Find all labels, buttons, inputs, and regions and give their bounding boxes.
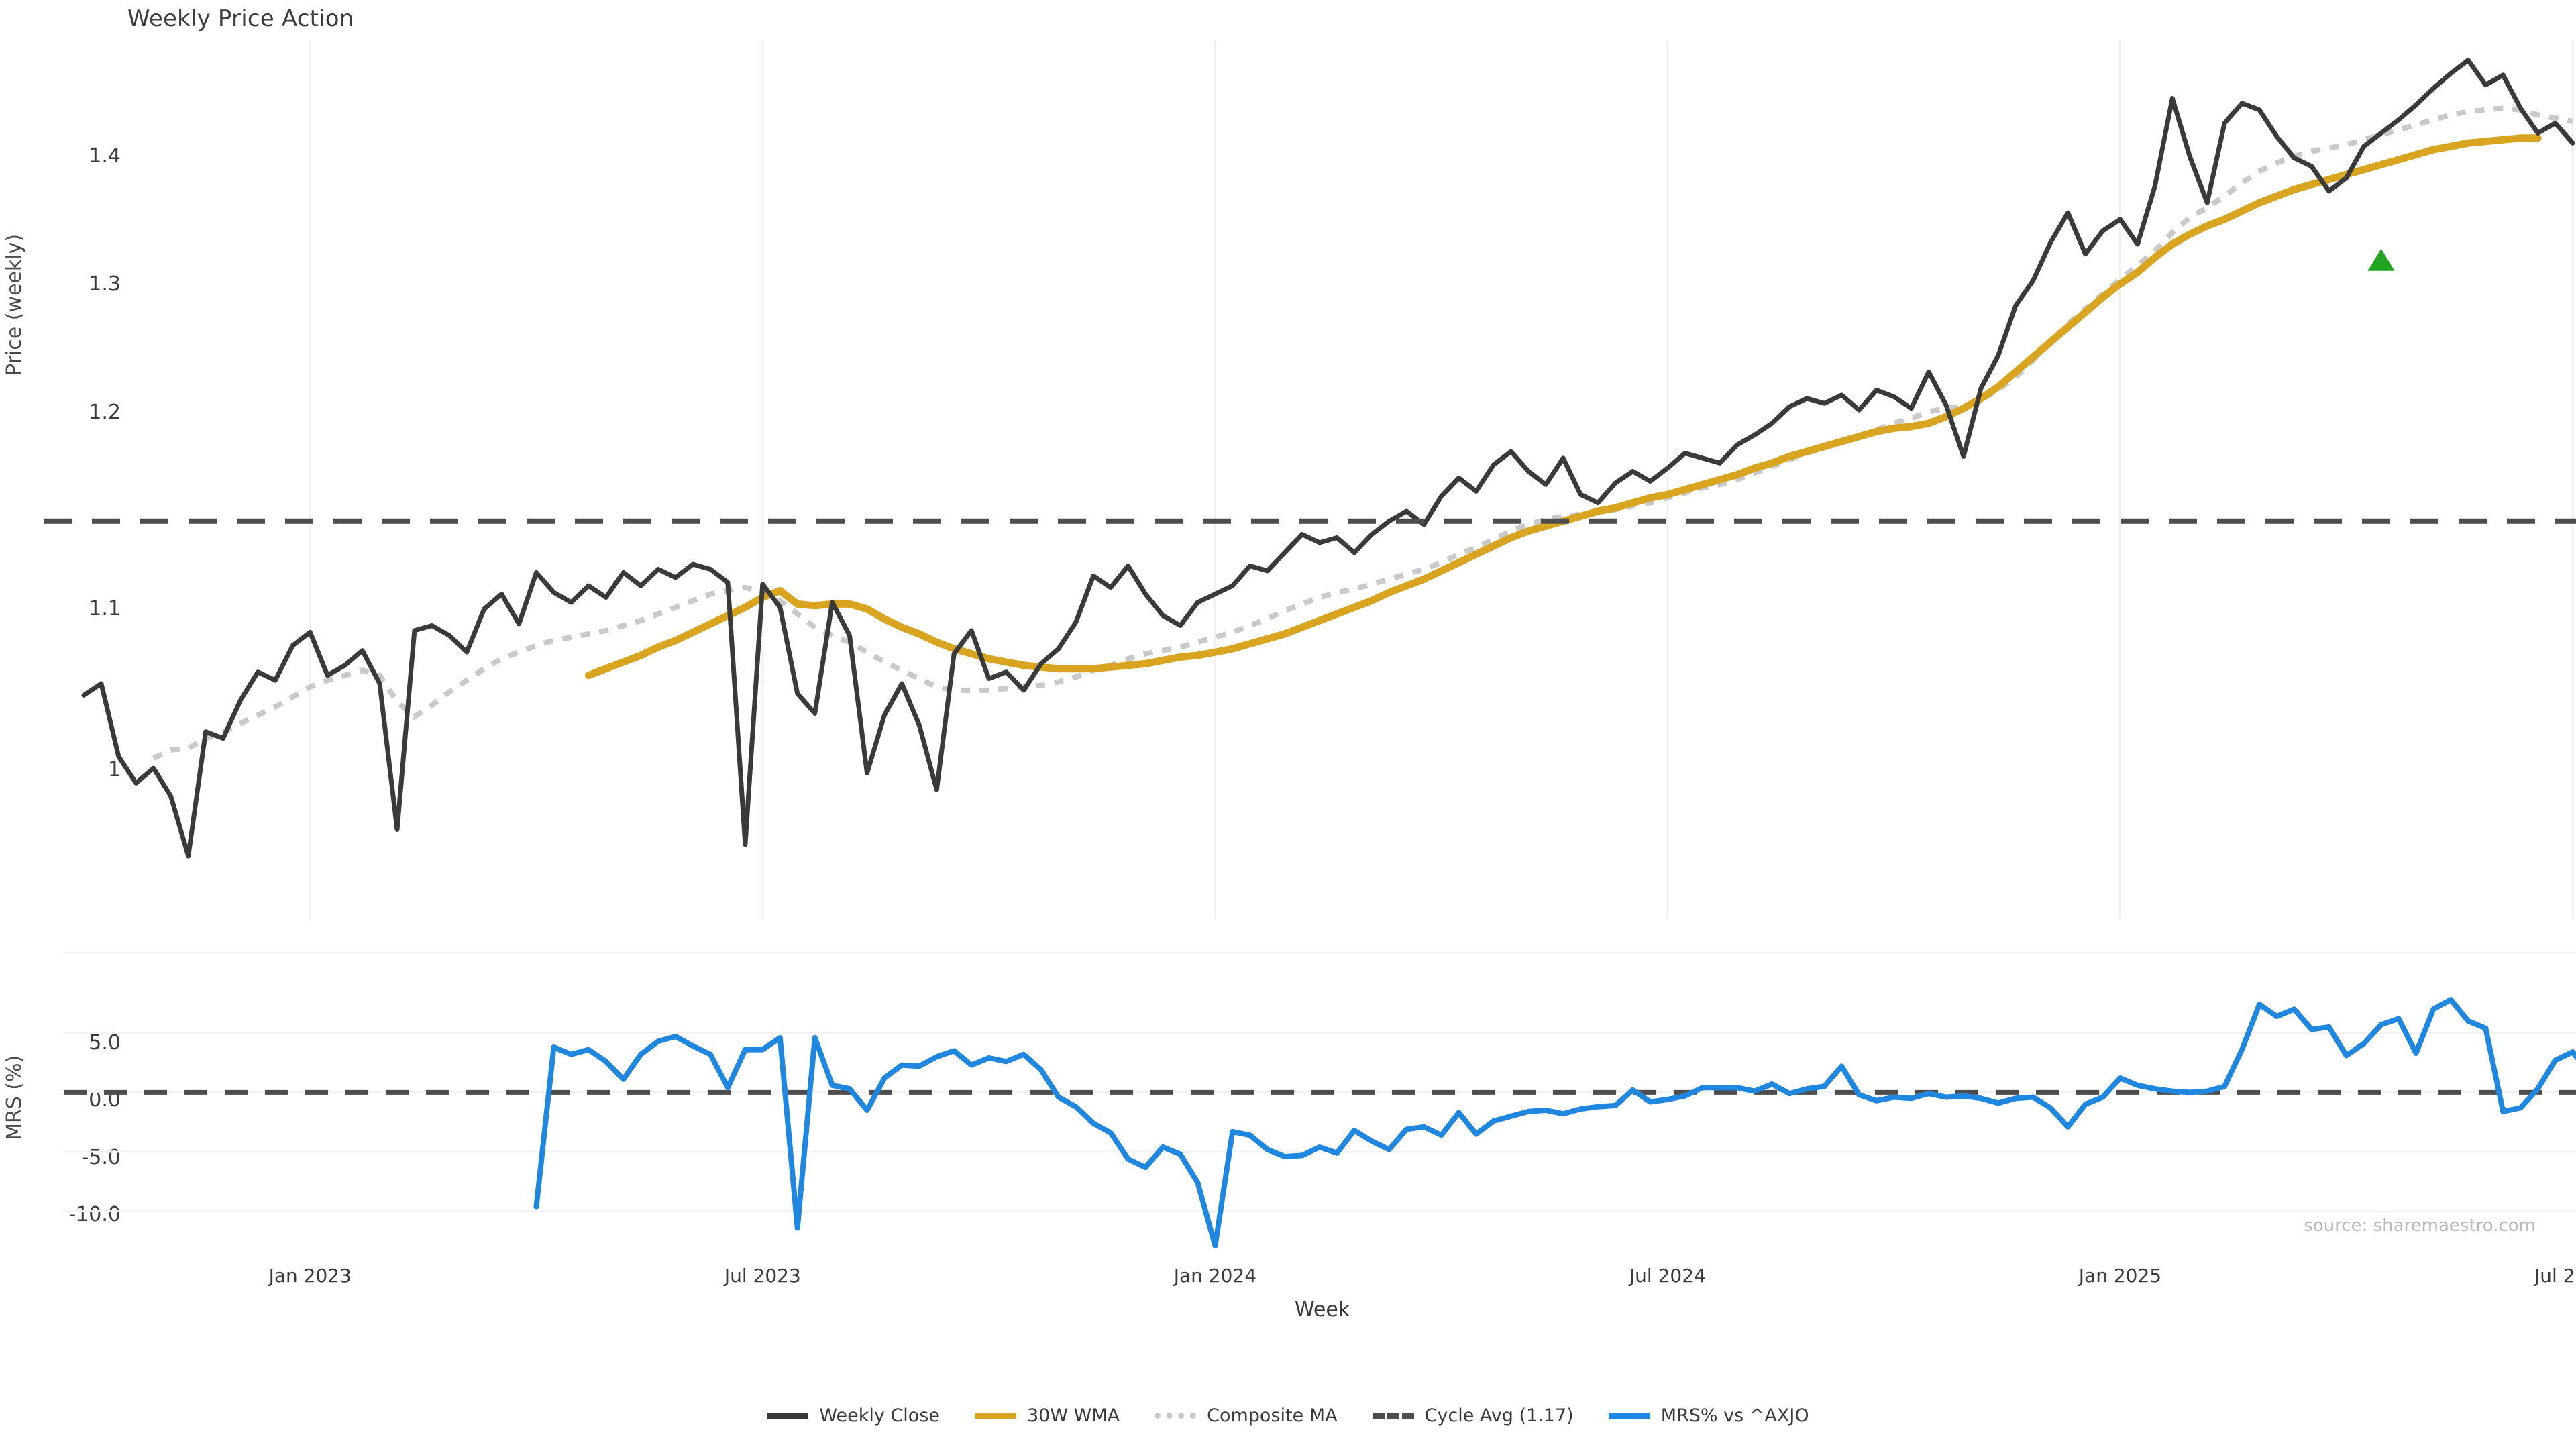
y-tick-price-1_4: 1.4 [89, 144, 121, 168]
legend-item-cycle-avg[interactable]: Cycle Avg (1.17) [1372, 1405, 1574, 1426]
legend-item-weekly-close[interactable]: Weekly Close [767, 1405, 940, 1426]
legend-item-30w-wma[interactable]: 30W WMA [975, 1405, 1120, 1426]
x-tick-jan-2025: Jan 2025 [2078, 1265, 2162, 1287]
source-annotation: source: sharemaestro.com [2304, 1216, 2536, 1236]
y-tick-price-1_3: 1.3 [89, 272, 121, 296]
chart-legend: Weekly Close 30W WMA Composite MA Cycle … [0, 1405, 2576, 1426]
wma-line-icon [975, 1413, 1016, 1419]
y-tick-price-1_2: 1.2 [89, 400, 121, 424]
x-axis-label: Week [1295, 1298, 1350, 1322]
cycle-avg-line-icon [1372, 1413, 1414, 1419]
legend-item-mrs[interactable]: MRS% vs ^AXJO [1608, 1405, 1809, 1426]
x-tick-jul-2024: Jul 2024 [1629, 1265, 1706, 1287]
x-tick-jan-2024: Jan 2024 [1173, 1265, 1257, 1287]
y-tick-price-1: 1 [107, 758, 121, 782]
mrs-line-icon [1608, 1413, 1650, 1419]
legend-label: 30W WMA [1027, 1405, 1120, 1426]
y-tick-mrs-neg5: -5.0 [81, 1146, 121, 1169]
composite-ma-line-icon [1155, 1413, 1197, 1419]
legend-item-composite-ma[interactable]: Composite MA [1155, 1405, 1338, 1426]
weekly-close-line-icon [767, 1413, 809, 1419]
y-tick-mrs-5: 5.0 [89, 1031, 121, 1055]
x-tick-jul-2025: Jul 2025 [2534, 1265, 2576, 1287]
legend-label: Composite MA [1207, 1405, 1338, 1426]
x-tick-jul-2023: Jul 2023 [724, 1265, 801, 1287]
legend-label: MRS% vs ^AXJO [1660, 1405, 1809, 1426]
x-tick-jan-2023: Jan 2023 [268, 1265, 352, 1287]
legend-label: Weekly Close [819, 1405, 940, 1426]
y-tick-mrs-neg10: -10.0 [68, 1203, 121, 1226]
legend-label: Cycle Avg (1.17) [1424, 1405, 1574, 1426]
chart-title: Weekly Price Action [127, 5, 354, 32]
y-tick-price-1_1: 1.1 [89, 597, 121, 621]
